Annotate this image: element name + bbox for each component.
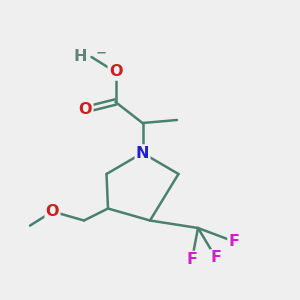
Text: O: O [109, 64, 122, 80]
Text: O: O [46, 204, 59, 219]
Text: N: N [136, 146, 149, 160]
Text: F: F [187, 252, 197, 267]
Text: O: O [79, 102, 92, 117]
Text: F: F [211, 250, 221, 266]
Text: H: H [74, 50, 87, 64]
Text: F: F [229, 234, 239, 249]
Text: −: − [96, 47, 107, 60]
